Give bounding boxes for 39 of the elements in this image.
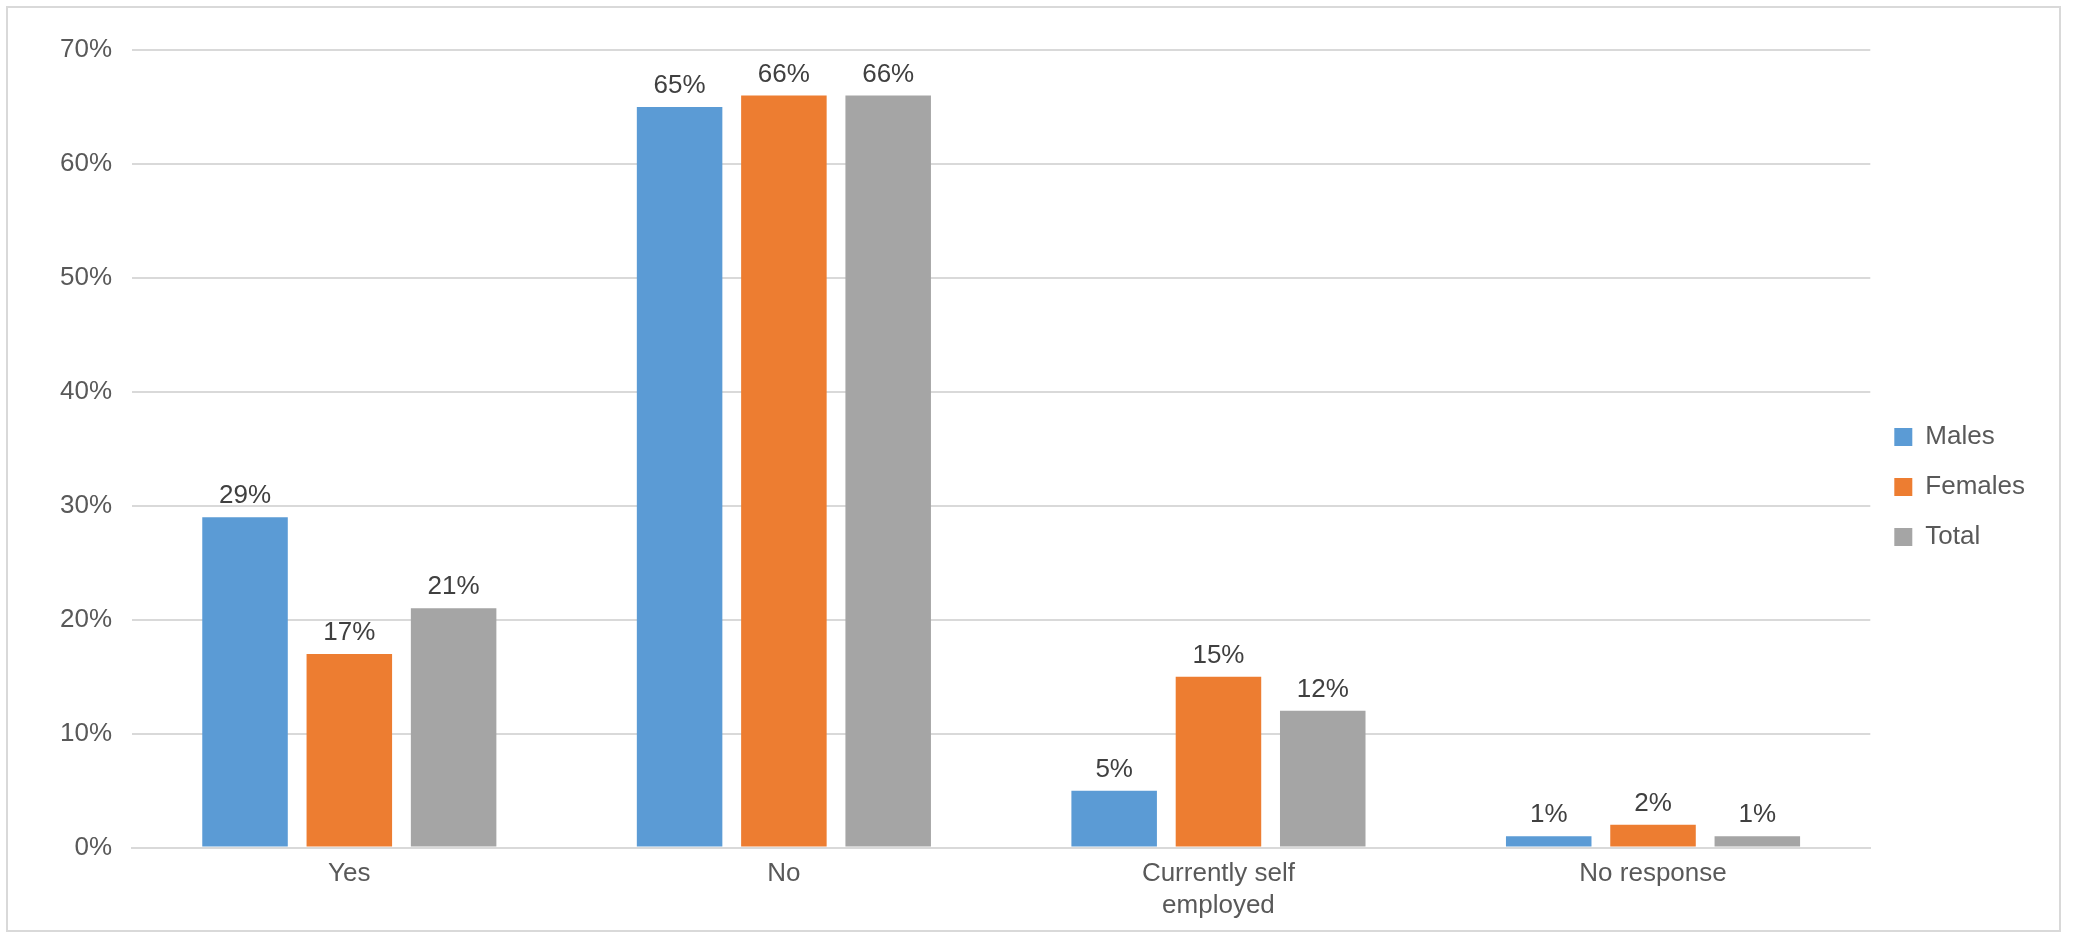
y-tick-label: 70% [59,33,113,64]
y-tick-label: 30% [59,488,113,519]
legend-label: Males [1925,420,1995,451]
data-label: 1% [1529,798,1568,829]
y-tick-label: 20% [59,602,113,633]
bar [202,517,288,847]
bar [306,653,393,847]
data-label: 66% [757,57,810,88]
data-label: 21% [427,570,480,601]
bar [1279,710,1366,847]
data-label: 66% [862,57,915,88]
y-tick-label: 60% [59,147,113,178]
data-label: 5% [1095,752,1133,783]
bar [410,608,497,847]
data-label: 65% [653,69,706,100]
bar [1714,836,1801,847]
x-tick-label: No response [1579,857,1727,888]
bar [741,95,827,847]
y-tick-label: 40% [59,375,113,405]
x-tick-label: No [767,857,801,888]
legend-label: Females [1925,470,2026,501]
bar [1610,824,1696,847]
data-label: 17% [323,616,376,647]
x-tick-label: Currently self employed [1141,857,1296,919]
y-tick-label: 50% [59,261,113,292]
data-label: 15% [1192,638,1245,669]
y-tick-label: 0% [74,830,113,861]
data-label: 2% [1634,786,1672,817]
bar [845,95,931,847]
legend-label: Total [1925,520,1981,551]
bar [636,106,723,847]
data-label: 12% [1296,673,1349,704]
data-label: 1% [1738,798,1777,829]
bar [1505,836,1592,847]
bar [1175,676,1262,847]
bar [1071,790,1157,847]
x-tick-label: Yes [328,857,371,888]
y-tick-label: 10% [59,716,113,747]
data-label: 29% [219,479,272,510]
